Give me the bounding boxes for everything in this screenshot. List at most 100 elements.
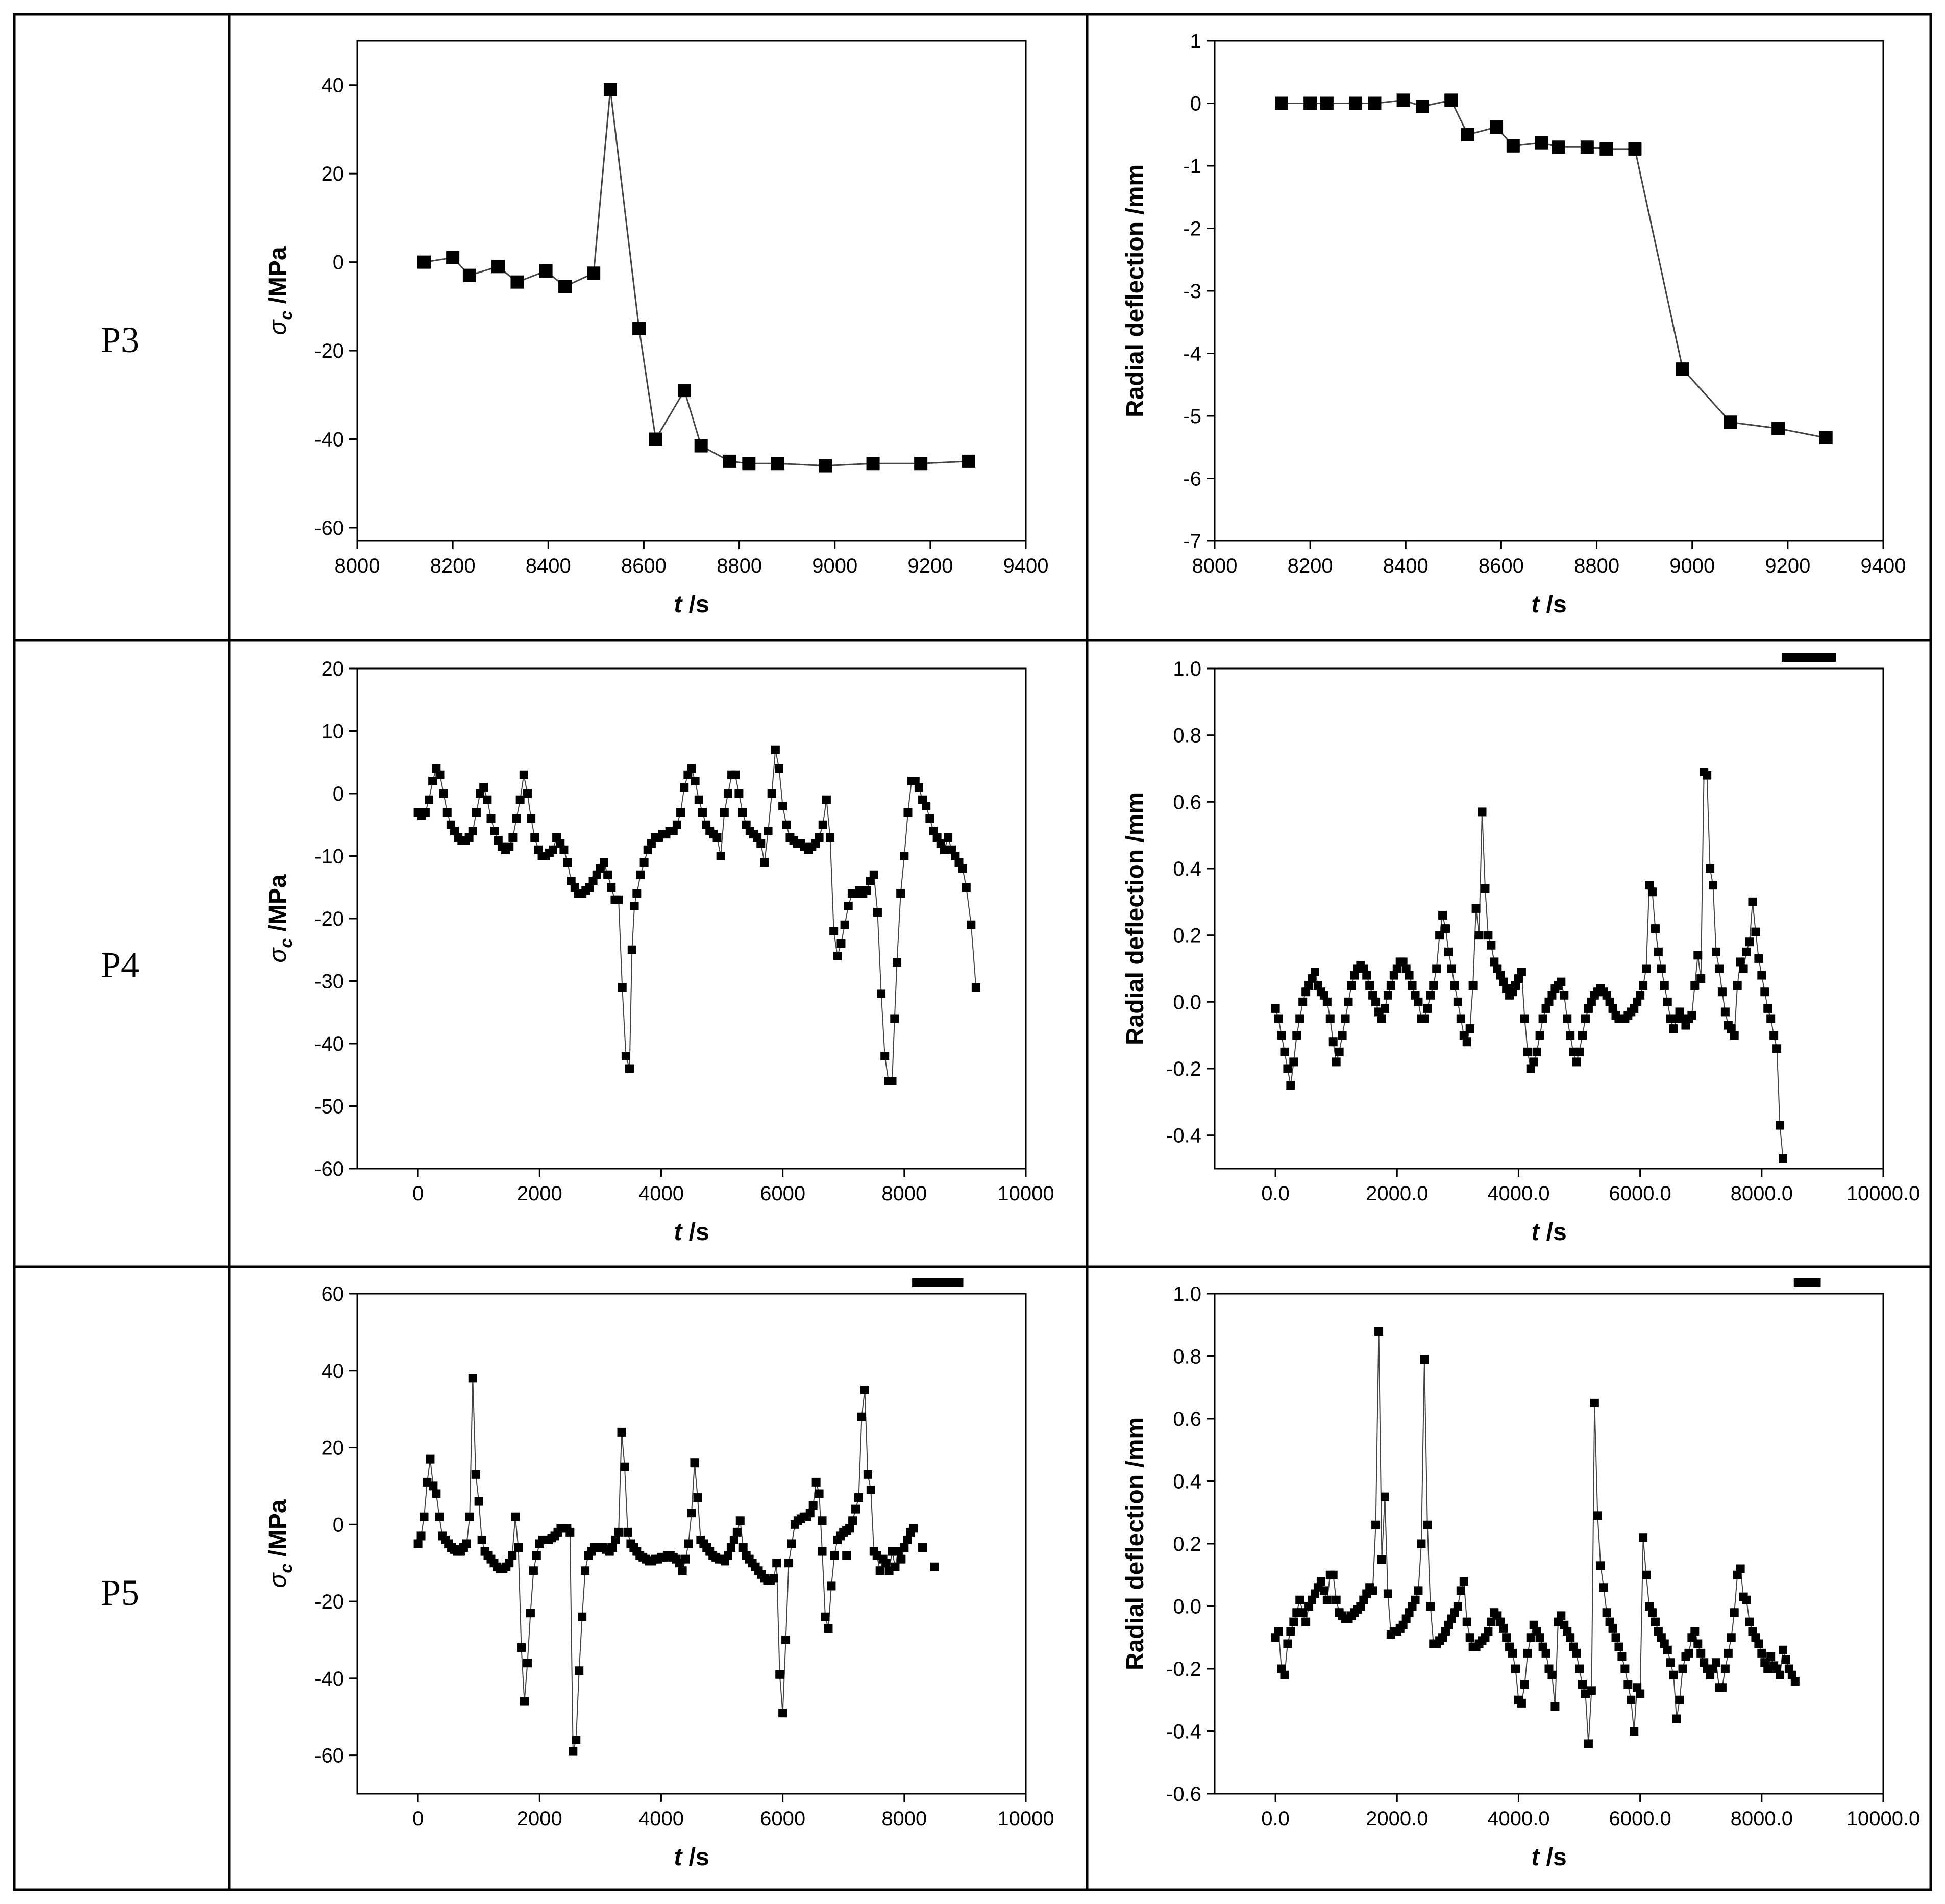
data-point	[1517, 968, 1526, 977]
y-tick-label: -40	[314, 429, 344, 451]
data-point	[1663, 1645, 1672, 1654]
x-tick-label: 4000	[638, 1182, 684, 1205]
data-point	[1779, 1154, 1787, 1163]
data-point	[712, 833, 722, 842]
data-point	[1675, 1695, 1684, 1704]
data-point	[1776, 1670, 1785, 1679]
data-point	[848, 1516, 857, 1525]
x-tick-label: 2000	[517, 1182, 562, 1205]
data-point	[1332, 1057, 1341, 1067]
data-point	[603, 870, 612, 879]
data-point	[548, 845, 557, 854]
y-tick-label: -0.4	[1166, 1721, 1201, 1743]
plot-frame	[1214, 667, 1884, 1170]
data-point	[1411, 991, 1420, 1000]
data-point	[1599, 1583, 1608, 1592]
y-tick-label: 0.4	[1173, 858, 1201, 880]
data-point	[880, 1052, 890, 1060]
data-point	[787, 1539, 796, 1548]
data-point	[1408, 981, 1417, 990]
data-point	[888, 1077, 897, 1085]
data-point	[527, 814, 536, 823]
data-point	[1693, 1639, 1703, 1648]
data-point	[1295, 1595, 1304, 1604]
data-point	[925, 814, 934, 823]
y-tick-label: 40	[322, 75, 344, 97]
data-point	[1271, 1004, 1280, 1013]
data-point	[1335, 1047, 1344, 1056]
x-tick-label: 6000.0	[1609, 1808, 1671, 1830]
x-tick-label: 6000.0	[1609, 1182, 1671, 1205]
data-point	[1280, 1047, 1289, 1056]
data-point	[1776, 1121, 1785, 1130]
data-point	[844, 902, 853, 910]
data-point	[508, 833, 518, 842]
data-point	[1772, 1044, 1782, 1053]
data-point	[1365, 981, 1374, 990]
data-point	[1614, 1642, 1623, 1651]
data-point	[684, 1539, 693, 1548]
data-point	[1514, 974, 1523, 983]
data-point	[726, 1543, 735, 1552]
data-point	[572, 1735, 581, 1744]
data-point	[764, 827, 773, 835]
data-point	[1608, 1623, 1617, 1633]
y-tick-label: -20	[314, 340, 344, 362]
y-tick-label: -10	[314, 846, 344, 868]
data-point	[1636, 991, 1645, 1000]
x-tick-label: 8400	[526, 555, 571, 577]
data-point	[1578, 1680, 1587, 1689]
data-point	[833, 952, 842, 960]
data-point	[1459, 1031, 1468, 1040]
data-point	[523, 789, 532, 798]
data-point	[490, 827, 499, 835]
y-tick-label: 20	[322, 163, 344, 185]
data-point	[1584, 1739, 1593, 1748]
y-tick-label: -0.6	[1166, 1783, 1201, 1806]
data-point	[1462, 1617, 1471, 1626]
y-tick-label: 1.0	[1173, 658, 1201, 680]
data-point	[517, 1643, 526, 1652]
data-point	[735, 1516, 745, 1525]
data-point	[811, 1477, 821, 1487]
x-axis-label: t /s	[674, 591, 709, 618]
data-point	[1669, 1024, 1678, 1033]
x-tick-label: 8600	[621, 555, 667, 577]
data-point	[890, 1014, 899, 1023]
data-point	[1274, 1627, 1283, 1636]
data-point	[826, 833, 835, 842]
data-point	[649, 432, 662, 446]
data-point	[1645, 881, 1654, 890]
data-point	[1706, 864, 1715, 873]
data-point	[486, 814, 496, 823]
data-point	[632, 322, 646, 335]
y-axis-label: σc /MPa	[264, 874, 296, 963]
data-point	[954, 1278, 964, 1287]
data-point	[1511, 981, 1520, 990]
x-tick-label: 9000	[812, 555, 857, 577]
y-tick-label: -3	[1183, 280, 1201, 303]
data-point	[860, 1385, 869, 1394]
data-point	[1435, 931, 1444, 940]
data-point	[900, 852, 909, 860]
data-point	[1377, 1014, 1386, 1023]
data-point	[1572, 1648, 1581, 1658]
data-point	[1423, 1004, 1432, 1013]
y-tick-label: -60	[314, 1745, 344, 1767]
y-tick-label: -6	[1183, 468, 1201, 490]
data-point	[1444, 93, 1458, 107]
data-point	[818, 1547, 827, 1556]
y-tick-label: 0	[1190, 93, 1201, 115]
data-point	[1506, 139, 1520, 153]
data-point	[862, 886, 871, 895]
data-point	[1502, 1633, 1511, 1642]
data-point	[636, 870, 645, 879]
data-point	[1411, 1595, 1420, 1604]
data-point	[900, 1543, 909, 1552]
data-point	[625, 1064, 634, 1073]
data-point	[1709, 881, 1718, 890]
data-point	[1593, 1511, 1602, 1520]
x-tick-label: 8800	[1574, 555, 1619, 577]
data-point	[1535, 1633, 1544, 1642]
data-point	[1541, 1004, 1550, 1013]
